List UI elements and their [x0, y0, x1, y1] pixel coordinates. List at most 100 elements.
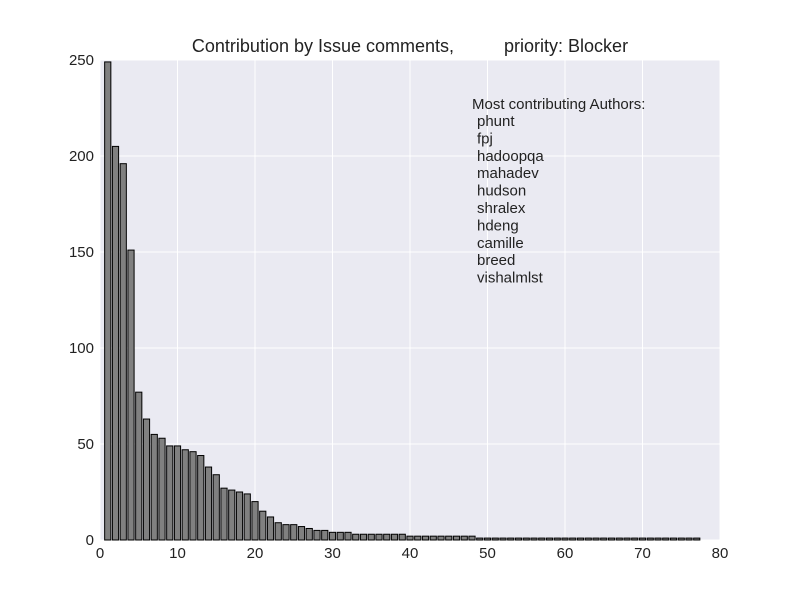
bar	[390, 533, 399, 541]
bar	[483, 537, 492, 541]
bar	[654, 537, 662, 541]
y-tick-label: 200	[69, 148, 94, 165]
x-tick-label: 20	[247, 545, 264, 562]
bar	[259, 510, 267, 541]
bar	[150, 433, 158, 541]
y-tick-label: 0	[86, 532, 94, 549]
bar	[135, 391, 143, 541]
bar	[204, 466, 213, 541]
bar	[383, 533, 391, 541]
bar	[290, 524, 298, 541]
bar	[499, 537, 507, 541]
x-tick-label: 10	[169, 545, 186, 562]
bar	[507, 537, 515, 541]
bar	[313, 529, 321, 541]
bar	[197, 455, 205, 541]
bar	[584, 537, 592, 541]
author-name: mahadev	[477, 165, 539, 182]
bar	[414, 535, 422, 541]
bar	[646, 537, 654, 541]
bar	[406, 535, 414, 541]
bar	[297, 526, 306, 541]
y-tick-label: 100	[69, 340, 94, 357]
bar	[142, 418, 151, 541]
x-tick-label: 30	[324, 545, 341, 562]
x-axis-ticks: 0 10 20 30 40 50 60 70 80	[96, 545, 729, 562]
bar	[452, 535, 461, 541]
bar	[189, 451, 197, 541]
author-name: vishalmlst	[477, 270, 544, 287]
bar	[212, 474, 220, 541]
y-axis-ticks: 0 50 100 150 200 250	[69, 52, 94, 549]
y-tick-label: 150	[69, 244, 94, 261]
bar	[282, 524, 290, 541]
bar	[669, 537, 678, 541]
bar	[491, 537, 499, 541]
bar	[328, 531, 337, 541]
bar	[305, 527, 313, 541]
bar	[228, 489, 236, 541]
bar	[266, 516, 275, 541]
author-name: phunt	[477, 113, 515, 130]
bar-series	[104, 61, 701, 541]
bar	[181, 449, 189, 541]
annotation-heading: Most contributing Authors:	[472, 96, 645, 113]
x-tick-label: 50	[479, 545, 496, 562]
bar	[514, 537, 523, 541]
author-name: camille	[477, 235, 524, 252]
x-tick-label: 80	[712, 545, 729, 562]
bar	[615, 537, 623, 541]
bar	[607, 537, 616, 541]
author-name: hdeng	[477, 217, 519, 234]
bar	[576, 537, 585, 541]
bar	[251, 501, 259, 541]
bar	[460, 535, 468, 541]
y-tick-label: 250	[69, 52, 94, 69]
bar	[677, 537, 685, 541]
bar	[166, 445, 174, 541]
bar	[685, 537, 693, 541]
bar	[468, 535, 476, 541]
bar	[344, 531, 352, 541]
bar	[111, 145, 120, 541]
bar	[693, 537, 701, 541]
bar	[375, 533, 383, 541]
bar	[321, 529, 329, 541]
bar	[638, 537, 647, 541]
bar	[352, 533, 360, 541]
bar	[592, 537, 600, 541]
bar	[538, 537, 546, 541]
bar	[437, 535, 445, 541]
author-name: shralex	[477, 200, 526, 217]
bar	[158, 437, 166, 541]
bar	[336, 531, 344, 541]
bar	[274, 522, 282, 541]
bar	[119, 163, 127, 541]
bar	[631, 537, 639, 541]
x-tick-label: 60	[557, 545, 574, 562]
bar	[476, 537, 484, 541]
bar	[662, 537, 670, 541]
bar	[173, 445, 182, 541]
authors-annotation: Most contributing Authors: phuntfpjhadoo…	[472, 96, 645, 287]
bar	[600, 537, 608, 541]
bar	[530, 537, 538, 541]
bar	[127, 249, 135, 541]
author-name: fpj	[477, 130, 493, 147]
bar	[561, 537, 569, 541]
bar	[367, 533, 375, 541]
x-tick-label: 70	[634, 545, 651, 562]
x-tick-label: 40	[402, 545, 419, 562]
bar	[220, 487, 228, 541]
bar	[569, 537, 577, 541]
bar	[398, 533, 406, 541]
author-name: hudson	[477, 183, 526, 200]
bar	[359, 533, 368, 541]
author-name: hadoopqa	[477, 148, 544, 165]
bar	[235, 491, 244, 541]
bar	[445, 535, 453, 541]
bar	[104, 61, 112, 541]
bar	[421, 535, 430, 541]
bar	[429, 535, 437, 541]
